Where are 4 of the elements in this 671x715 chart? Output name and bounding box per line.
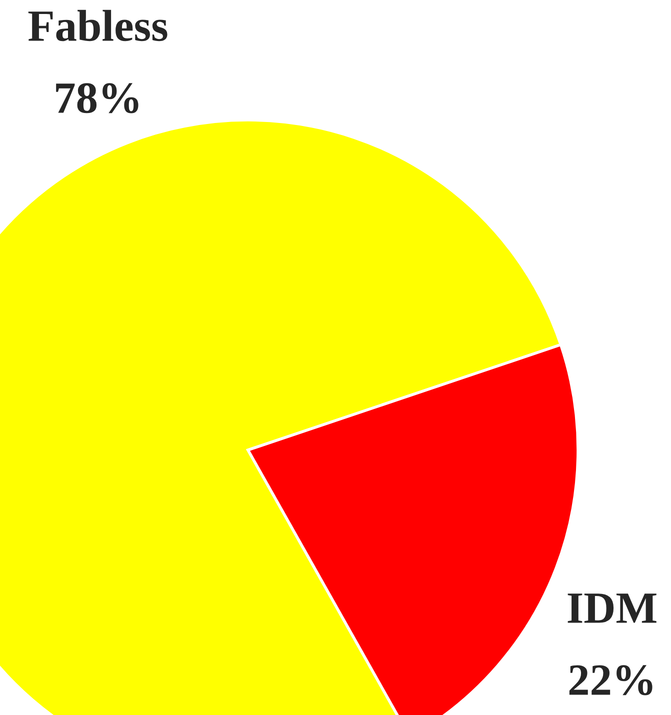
data-label: 78% (56, 83, 138, 114)
data-label: 22% (569, 665, 652, 696)
slice-label: IDM (568, 594, 656, 623)
slice-label: Fabless (28, 10, 168, 42)
